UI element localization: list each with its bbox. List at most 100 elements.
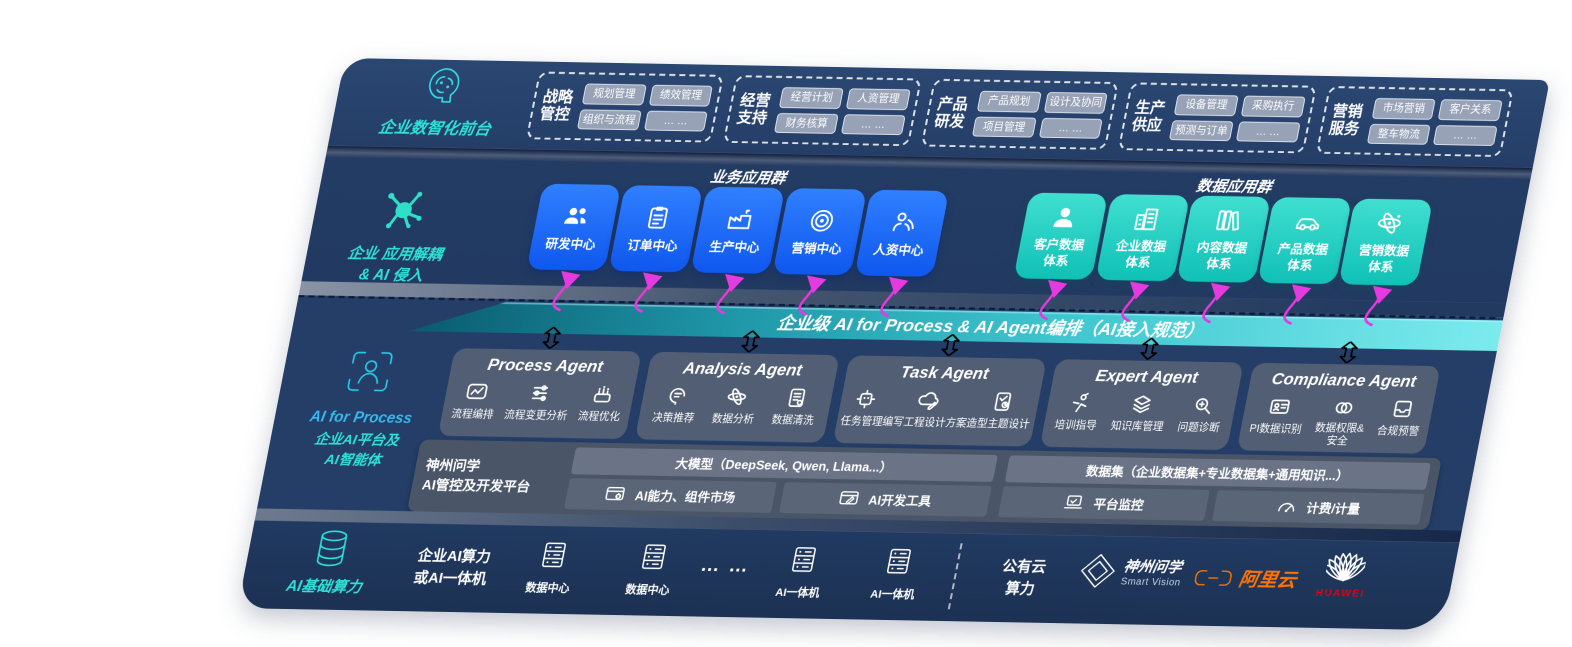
decouple-rail: 企业 应用解耦 & AI 侵入 — [311, 188, 486, 288]
capability-chip: 预测与订单 — [1169, 119, 1234, 142]
group-title: 生产供应 — [1130, 99, 1167, 134]
group-title: 产品研发 — [932, 95, 970, 131]
capability-chip: 产品规划 — [976, 90, 1042, 113]
data-system-card: 企业数据体系 — [1095, 194, 1191, 282]
training-person-icon — [1067, 392, 1092, 413]
infrastructure-layer: AI基础算力 企业AI算力 或AI一体机 数据中心 数据中心 … … AI一体机 — [237, 520, 1460, 631]
huawei-flower-icon — [1322, 550, 1368, 583]
data-system-card: 产品数据体系 — [1257, 197, 1353, 285]
digital-brain-icon — [417, 63, 470, 108]
infra-label: AI基础算力 — [284, 578, 364, 597]
smartvision-diamond-icon — [1078, 554, 1119, 589]
datacenter-node: 数据中心 — [624, 541, 679, 598]
compliance-tray-icon — [1390, 398, 1415, 419]
group-title: 经营支持 — [735, 92, 773, 127]
agent-row: Process Agent 流程编排 流程变更分析 流程优化 — [437, 348, 1441, 454]
id-card-icon — [1267, 396, 1292, 417]
cloud-edit-icon — [916, 390, 941, 411]
content-books-icon — [1211, 206, 1244, 234]
server-rack-icon — [638, 542, 670, 572]
ai-devtool: AI开发工具 — [778, 482, 992, 517]
diagnose-magnifier-icon — [1190, 395, 1215, 416]
flow-sliders-icon — [528, 382, 553, 403]
server-rack-icon — [788, 544, 820, 574]
analysis-agent-card: Analysis Agent 决策推荐 数据分析 数据清洗 — [635, 351, 840, 443]
hr-person-icon — [887, 208, 920, 236]
dataset-group: 数据集（企业数据集+专业数据集+通用知识...） 平台监控 计费/计量 — [997, 455, 1431, 525]
capability-chip: … … — [1038, 117, 1104, 139]
data-atom-icon — [725, 386, 750, 407]
group-title: 战略管控 — [538, 88, 575, 124]
double-arrow-icon — [1338, 341, 1359, 364]
flow-optimize-icon — [591, 384, 616, 405]
business-center-card: 人资中心 — [854, 189, 950, 277]
pink-arrow — [880, 276, 909, 318]
pink-arrow — [1202, 282, 1231, 324]
integration-arrows — [455, 325, 1445, 365]
business-center-card: 订单中心 — [608, 185, 704, 273]
alicloud-bracket-icon — [1191, 567, 1235, 588]
front-office-layer: 企业数智化前台 战略管控 规划管理 绩效管理 组织与流程 … … 经营支持 经营… — [327, 58, 1550, 168]
model-group: 大模型（DeepSeek, Qwen, Llama...） AI能力、组件市场 … — [563, 447, 998, 517]
capability-chip: 整车物流 — [1366, 123, 1432, 145]
platform-label: 神州问学 AI管控及开发平台 — [420, 457, 532, 495]
task-agent-card: Task Agent 任务管理 编写工程设计方案 造型主题设计 — [832, 355, 1047, 447]
capability-chip: 客户关系 — [1438, 99, 1503, 121]
capability-chip: 绩效管理 — [648, 84, 714, 107]
capability-chip: 设备管理 — [1174, 94, 1239, 116]
pink-arrow — [634, 272, 663, 313]
capability-chip: … … — [1235, 120, 1301, 143]
billing-tool: 计费/计量 — [1212, 490, 1425, 525]
group-title: 营销服务 — [1327, 102, 1365, 138]
ai-market-tool: AI能力、组件市场 — [563, 478, 777, 513]
laptop-icon — [1062, 493, 1086, 513]
alicloud-logo: 阿里云 — [1191, 564, 1299, 593]
pink-arrow — [1039, 279, 1068, 321]
capability-chip: 项目管理 — [971, 116, 1037, 138]
data-rings-icon — [1331, 397, 1356, 418]
process-agent-card: Process Agent 流程编排 流程变更分析 流程优化 — [437, 348, 643, 440]
front-domain-group-strategy: 战略管控 规划管理 绩效管理 组织与流程 … … — [525, 71, 725, 143]
compliance-agent-card: Compliance Agent PI数据识别 数据权限&安全 合规预警 — [1236, 362, 1441, 454]
front-office-rail: 企业数智化前台 — [356, 62, 525, 140]
ellipsis-label: … … — [698, 554, 753, 577]
pink-arrow — [1364, 285, 1393, 327]
clipboard-icon — [641, 203, 674, 231]
capability-chip: 市场营销 — [1371, 97, 1437, 120]
molecule-icon — [376, 189, 431, 236]
business-center-card: 营销中心 — [772, 188, 868, 276]
task-grid-icon — [853, 388, 878, 409]
business-center-card: 研发中心 — [526, 183, 622, 271]
pink-arrow — [552, 270, 581, 312]
server-rack-icon — [538, 540, 570, 570]
capability-chip: … … — [840, 113, 906, 136]
database-icon — [307, 528, 355, 571]
enterprise-compute-label: 企业AI算力 或AI一体机 — [412, 548, 493, 589]
pink-arrow — [716, 273, 745, 315]
infra-rail: AI基础算力 — [285, 527, 373, 597]
design-tablet-icon — [990, 391, 1015, 412]
smartvision-logo: 神州问学 Smart Vision — [1078, 554, 1186, 590]
double-arrow-icon — [541, 326, 562, 350]
business-center-card: 生产中心 — [690, 186, 786, 274]
platform-panel: 神州问学 AI管控及开发平台 大模型（DeepSeek, Qwen, Llama… — [407, 439, 1442, 530]
monitor-tool: 平台监控 — [997, 486, 1211, 521]
window-gear-icon — [603, 484, 627, 504]
scan-person-icon — [343, 348, 398, 395]
capability-chip: 组织与流程 — [576, 108, 642, 131]
people-icon — [559, 202, 592, 230]
pink-arrow — [1121, 281, 1150, 322]
capability-chip: … … — [643, 110, 709, 132]
ai-injection-arrows — [552, 270, 1393, 327]
building-icon — [1130, 204, 1163, 232]
window-pen-icon — [837, 489, 861, 509]
ai-platform-layer: 企业级 AI for Process & AI Agent编排（AI接入规范） — [257, 295, 1504, 531]
front-office-label: 企业数智化前台 — [376, 119, 493, 139]
front-domain-group-supply: 生产供应 设备管理 采购执行 预测与订单 … … — [1117, 82, 1317, 154]
expert-agent-card: Expert Agent 培训指导 知识库管理 问题诊断 — [1039, 359, 1244, 451]
front-domain-groups: 战略管控 规划管理 绩效管理 组织与流程 … … 经营支持 经营计划 人资管理 … — [525, 71, 1514, 158]
pink-arrow — [798, 275, 827, 316]
data-apps-header: 数据应用群 — [1194, 177, 1274, 196]
data-system-card: 客户数据体系 — [1013, 192, 1109, 280]
